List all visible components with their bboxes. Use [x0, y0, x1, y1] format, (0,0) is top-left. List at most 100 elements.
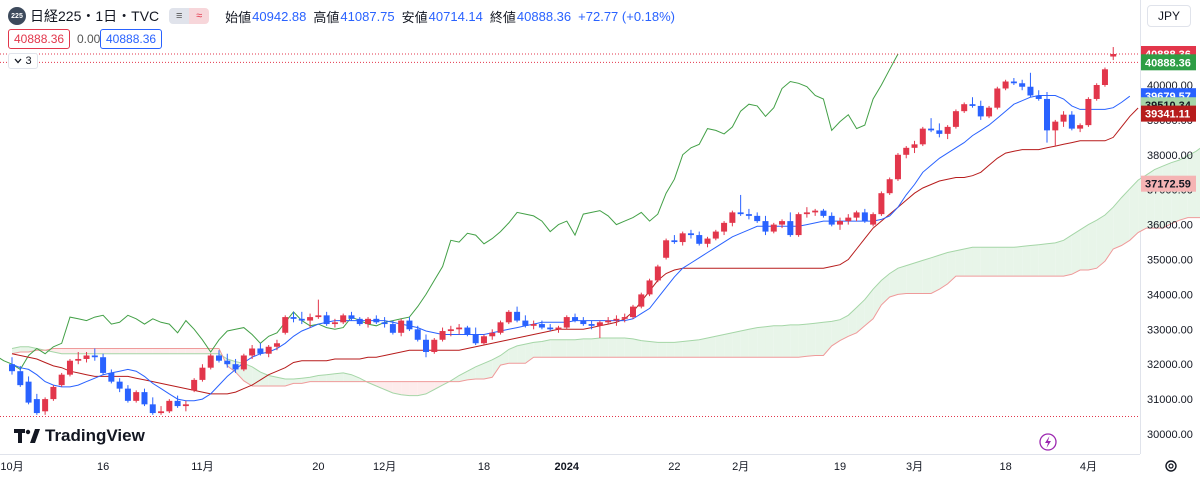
gear-icon[interactable] — [1165, 460, 1177, 472]
kumo-cloud-segment — [757, 326, 766, 358]
candle-body — [704, 238, 711, 244]
candle-body — [1044, 98, 1050, 131]
event-lightning-icon[interactable] — [1039, 433, 1057, 451]
candle-body — [282, 317, 289, 333]
candle-body — [621, 317, 628, 319]
candle-body — [977, 105, 984, 117]
high-value: 41087.75 — [340, 8, 395, 24]
currency-button[interactable]: JPY — [1147, 5, 1191, 27]
candle-body — [845, 217, 852, 222]
kumo-cloud-segment — [566, 339, 576, 358]
candle-body — [944, 126, 951, 134]
chikou-span-line — [0, 53, 899, 371]
price-axis-label: 38000.00 — [1147, 150, 1193, 162]
sell-price-button[interactable]: 40888.36 — [8, 29, 71, 49]
kumo-cloud-segment — [475, 363, 484, 380]
high-label: 高値 — [313, 9, 340, 25]
time-axis-label: 18 — [999, 461, 1011, 473]
price-axis-label: 33000.00 — [1147, 324, 1193, 336]
candle-body — [75, 358, 82, 361]
candle-body — [671, 240, 678, 243]
candle-body — [969, 104, 976, 106]
time-axis-label: 3月 — [906, 461, 923, 473]
price-tag-label: 39341.11 — [1145, 109, 1190, 121]
open-label: 始値 — [225, 9, 252, 25]
symbol-legend: 225 日経225・1日・TVC ≡ ≈ 始値 40942.88 高値 4108… — [8, 6, 675, 26]
kumo-cloud-segment — [285, 379, 294, 387]
candle-body — [42, 399, 49, 412]
kumo-cloud-segment — [417, 381, 426, 396]
bars-icon[interactable]: ≡ — [169, 8, 190, 24]
indicator-collapse-button[interactable]: 3 — [8, 53, 38, 69]
candle-body — [605, 320, 612, 323]
kumo-cloud-segment — [293, 378, 302, 384]
kumo-cloud-segment — [276, 377, 286, 387]
kumo-cloud-segment — [939, 252, 948, 290]
candle-body — [1085, 98, 1092, 126]
kumo-cloud-segment — [1196, 148, 1200, 218]
candle-body — [149, 404, 156, 414]
candle-body — [994, 88, 1001, 108]
candle-body — [936, 130, 943, 134]
tradingview-logo[interactable]: TradingView — [14, 426, 145, 446]
candle-body — [331, 322, 338, 325]
kumo-cloud-segment — [177, 348, 186, 354]
candle-body — [787, 221, 794, 236]
kumo-cloud-segment — [69, 348, 79, 354]
candle-body — [1093, 85, 1100, 99]
candle-body — [663, 240, 670, 258]
candle-body — [133, 392, 140, 401]
candle-body — [381, 322, 388, 325]
symbol-title[interactable]: 日経225・1日・TVC — [30, 8, 160, 24]
kumo-cloud-segment — [848, 307, 857, 337]
candle-body — [1027, 86, 1034, 96]
kumo-cloud-segment — [194, 348, 203, 354]
symbol-logo-icon[interactable]: 225 — [8, 7, 26, 25]
kumo-cloud-segment — [1013, 246, 1023, 277]
candle-body — [613, 318, 620, 321]
candle-body — [166, 400, 173, 412]
kumo-cloud-segment — [1030, 244, 1039, 277]
candle-body — [58, 374, 65, 386]
candle-body — [745, 214, 752, 216]
compare-toggle[interactable]: ≡ ≈ — [169, 8, 210, 24]
kumo-cloud-segment — [773, 325, 783, 358]
time-axis-label: 18 — [478, 461, 490, 473]
kumo-cloud-segment — [326, 373, 335, 382]
wave-icon[interactable]: ≈ — [189, 8, 210, 24]
buy-price-button[interactable]: 40888.36 — [100, 29, 163, 49]
candle-body — [174, 400, 181, 407]
kumo-cloud-segment — [376, 381, 385, 390]
candle-body — [795, 214, 802, 236]
kumo-cloud-segment — [980, 247, 990, 277]
candle-body — [124, 388, 131, 401]
kumo-cloud-segment — [682, 340, 691, 358]
kumo-cloud-segment — [541, 339, 551, 358]
kumo-cloud-segment — [1080, 224, 1089, 270]
time-axis-label: 10月 — [0, 461, 23, 473]
candle-body — [555, 327, 562, 330]
candle-body — [100, 357, 107, 373]
candle-body — [721, 222, 728, 232]
candle-body — [224, 360, 231, 365]
kumo-cloud-segment — [533, 341, 542, 358]
time-axis-label: 22 — [668, 461, 680, 473]
candle-body — [638, 294, 645, 307]
candle-body — [158, 411, 165, 414]
kumo-cloud-segment — [989, 247, 998, 277]
time-axis-label: 2月 — [732, 461, 749, 473]
kumo-cloud-segment — [334, 372, 344, 382]
candle-body — [365, 318, 372, 325]
kumo-cloud-segment — [591, 338, 600, 358]
kumo-cloud-segment — [127, 348, 137, 354]
kumo-cloud-segment — [558, 339, 567, 358]
candle-body — [91, 355, 98, 358]
candle-body — [928, 128, 935, 131]
price-tag — [1141, 54, 1196, 71]
kumo-cloud-segment — [997, 247, 1006, 277]
candle-body — [1101, 69, 1108, 85]
kumo-cloud-segment — [881, 273, 890, 305]
candle-body — [1035, 95, 1042, 99]
